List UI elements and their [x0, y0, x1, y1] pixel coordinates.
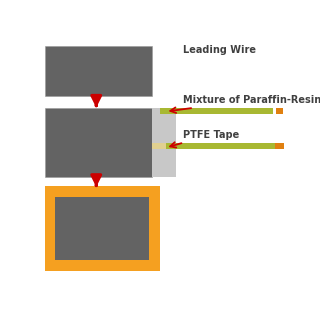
Bar	[152, 108, 176, 177]
Bar	[166, 143, 279, 149]
Text: Mixture of Paraffin-Resin: Mixture of Paraffin-Resin	[170, 95, 320, 113]
Bar	[160, 108, 273, 114]
Bar	[55, 197, 149, 260]
Bar	[152, 143, 166, 149]
Text: Leading Wire: Leading Wire	[183, 45, 256, 55]
Bar	[276, 108, 283, 114]
Bar	[275, 143, 284, 149]
Bar	[45, 46, 152, 96]
Bar	[45, 108, 152, 177]
Text: PTFE Tape: PTFE Tape	[170, 130, 239, 148]
Bar	[45, 186, 160, 271]
